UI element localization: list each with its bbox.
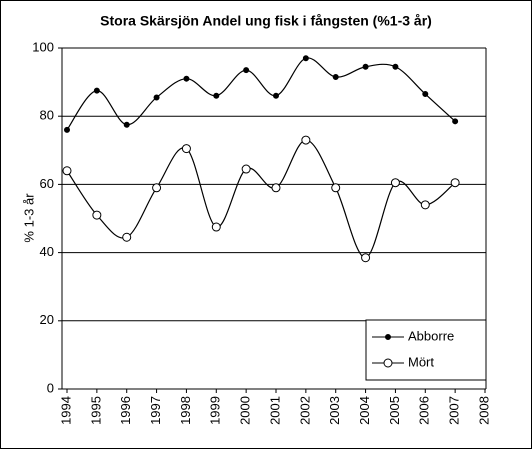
x-tick-label: 2007: [447, 396, 462, 425]
legend-marker: [383, 358, 393, 368]
x-tick-label: 1994: [58, 396, 73, 425]
data-point: [450, 178, 460, 188]
x-tick-label: 2006: [417, 396, 432, 425]
x-tick-label: 1998: [178, 396, 193, 425]
data-point: [183, 75, 190, 82]
data-point: [420, 200, 430, 210]
x-tick-label: 2004: [357, 396, 372, 425]
y-tick-label: 20: [40, 312, 54, 327]
data-point: [332, 73, 339, 80]
data-point: [361, 253, 371, 263]
x-tick-label: 2008: [476, 396, 491, 425]
data-point: [152, 183, 162, 193]
data-point: [64, 126, 70, 133]
x-tick-label: 1995: [88, 396, 103, 425]
legend-box: [365, 319, 487, 381]
data-point: [243, 67, 250, 74]
x-tick-label: 1996: [118, 396, 133, 425]
y-tick-label: 100: [32, 39, 54, 54]
x-tick-label: 2002: [297, 396, 312, 425]
x-tick-label: 2003: [327, 396, 342, 425]
data-point: [390, 178, 400, 188]
y-tick-label: 0: [47, 380, 54, 395]
data-point: [213, 92, 220, 99]
data-point: [422, 91, 429, 98]
data-point: [181, 144, 191, 154]
x-tick-label: 1999: [208, 396, 223, 425]
data-point: [123, 121, 130, 128]
data-point: [122, 232, 132, 242]
data-point: [302, 55, 309, 62]
x-tick-label: 2001: [267, 396, 282, 425]
data-point: [362, 63, 369, 70]
x-tick-label: 1997: [148, 396, 163, 425]
data-point: [273, 92, 279, 99]
legend-label: Abborre: [408, 328, 454, 343]
legend-marker: [385, 334, 391, 340]
x-tick-label: 2000: [238, 396, 253, 425]
y-axis-label: % 1-3 år: [21, 193, 36, 243]
data-point: [93, 87, 100, 94]
x-tick-label: 2005: [387, 396, 402, 425]
y-tick-label: 60: [40, 176, 54, 191]
data-point: [392, 63, 399, 70]
legend-label: Mört: [408, 354, 434, 369]
chart-title: Stora Skärsjön Andel ung fisk i fångsten…: [100, 13, 432, 29]
series-line: [66, 139, 456, 259]
data-point: [271, 183, 281, 193]
data-point: [331, 183, 341, 193]
y-tick-label: 40: [40, 244, 54, 259]
data-point: [153, 94, 160, 101]
y-tick-label: 80: [40, 108, 54, 123]
data-point: [211, 222, 221, 232]
data-point: [241, 164, 251, 174]
data-point: [62, 166, 72, 176]
data-point: [92, 210, 102, 220]
data-point: [452, 118, 459, 125]
data-point: [301, 135, 311, 145]
